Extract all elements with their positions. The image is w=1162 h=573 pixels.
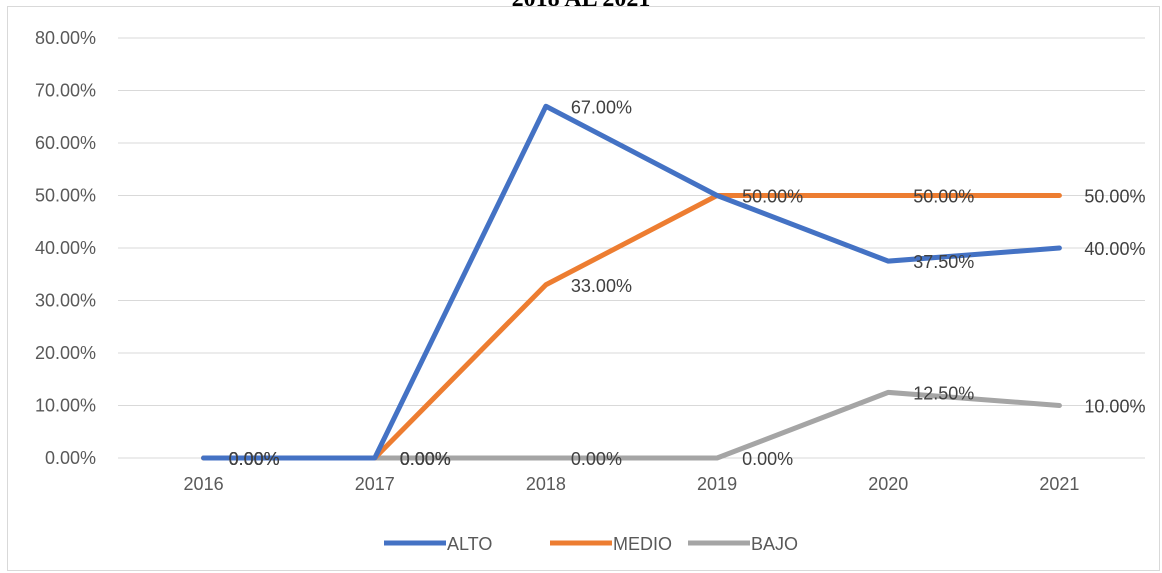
legend-label-alto: ALTO [447,534,492,554]
chart-frame [7,6,1160,571]
y-tick-label: 70.00% [35,81,96,101]
x-tick-label: 2018 [526,474,566,494]
data-label-alto: 0.00% [229,449,280,469]
data-label-medio: 33.00% [571,276,632,296]
series-line-medio [201,193,1062,461]
x-tick-label: 2019 [697,474,737,494]
data-label-medio: 0.00% [400,449,451,469]
chart-title: 2018 AL 2021 [0,0,1162,13]
data-label-bajo: 12.50% [913,383,974,403]
y-tick-label: 50.00% [35,186,96,206]
x-tick-label: 2021 [1039,474,1079,494]
y-tick-label: 40.00% [35,238,96,258]
data-label-medio: 50.00% [742,187,803,207]
x-tick-label: 2020 [868,474,908,494]
data-label-medio: 50.00% [913,187,974,207]
data-label-medio: 0.00% [229,449,280,469]
data-label-alto: 37.50% [913,252,974,272]
data-label-bajo: 0.00% [400,449,451,469]
x-tick-label: 2016 [184,474,224,494]
y-tick-label: 0.00% [45,448,96,468]
y-tick-label: 80.00% [35,28,96,48]
series-line-alto [201,103,1062,461]
y-tick-label: 20.00% [35,343,96,363]
y-tick-label: 30.00% [35,291,96,311]
data-label-bajo: 0.00% [571,449,622,469]
data-label-bajo: 10.00% [1084,397,1145,417]
x-tick-label: 2017 [355,474,395,494]
y-tick-label: 60.00% [35,133,96,153]
data-label-alto: 67.00% [571,97,632,117]
legend-label-medio: MEDIO [613,534,672,554]
legend-label-bajo: BAJO [751,534,798,554]
data-label-alto: 0.00% [400,449,451,469]
data-label-alto: 40.00% [1084,239,1145,259]
data-label-bajo: 0.00% [229,449,280,469]
y-tick-label: 10.00% [35,396,96,416]
data-label-medio: 50.00% [1084,187,1145,207]
data-label-bajo: 0.00% [742,449,793,469]
